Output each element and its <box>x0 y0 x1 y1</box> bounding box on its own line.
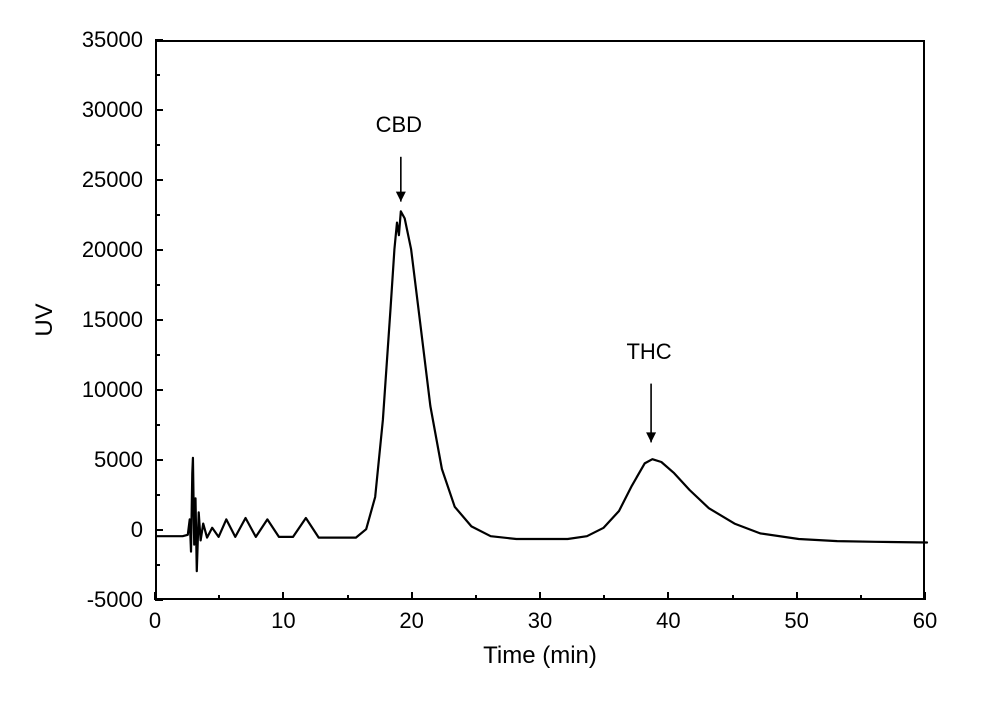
y-tick-label: 0 <box>131 517 143 543</box>
x-minor-tick <box>860 595 862 600</box>
y-minor-tick <box>155 494 160 496</box>
x-major-tick <box>411 592 413 600</box>
x-tick-label: 0 <box>149 608 161 634</box>
x-minor-tick <box>347 595 349 600</box>
y-major-tick <box>155 179 163 181</box>
y-major-tick <box>155 319 163 321</box>
x-major-tick <box>667 592 669 600</box>
y-tick-label: 15000 <box>82 307 143 333</box>
y-major-tick <box>155 459 163 461</box>
x-minor-tick <box>475 595 477 600</box>
y-tick-label: -5000 <box>87 587 143 613</box>
x-major-tick <box>924 592 926 600</box>
x-minor-tick <box>603 595 605 600</box>
y-major-tick <box>155 389 163 391</box>
x-minor-tick <box>218 595 220 600</box>
y-tick-label: 35000 <box>82 27 143 53</box>
x-major-tick <box>282 592 284 600</box>
x-tick-label: 50 <box>784 608 808 634</box>
y-minor-tick <box>155 284 160 286</box>
y-major-tick <box>155 599 163 601</box>
x-minor-tick <box>732 595 734 600</box>
y-minor-tick <box>155 424 160 426</box>
chromatogram-figure: UV Time (min) 0102030405060-500005000100… <box>0 0 1000 725</box>
y-minor-tick <box>155 144 160 146</box>
x-major-tick <box>539 592 541 600</box>
x-tick-label: 30 <box>528 608 552 634</box>
y-tick-label: 20000 <box>82 237 143 263</box>
y-major-tick <box>155 249 163 251</box>
x-tick-label: 40 <box>656 608 680 634</box>
y-axis-label: UV <box>31 303 59 336</box>
y-major-tick <box>155 529 163 531</box>
y-major-tick <box>155 109 163 111</box>
x-tick-label: 10 <box>271 608 295 634</box>
peak-label: THC <box>626 339 671 365</box>
x-tick-label: 60 <box>913 608 937 634</box>
x-axis-label: Time (min) <box>483 642 597 670</box>
y-tick-label: 25000 <box>82 167 143 193</box>
plot-area <box>155 40 925 600</box>
y-minor-tick <box>155 74 160 76</box>
annotation-layer <box>157 42 927 602</box>
y-tick-label: 30000 <box>82 97 143 123</box>
y-minor-tick <box>155 564 160 566</box>
x-tick-label: 20 <box>399 608 423 634</box>
y-minor-tick <box>155 354 160 356</box>
y-tick-label: 10000 <box>82 377 143 403</box>
y-minor-tick <box>155 214 160 216</box>
peak-label: CBD <box>376 112 422 138</box>
y-tick-label: 5000 <box>94 447 143 473</box>
x-major-tick <box>796 592 798 600</box>
y-major-tick <box>155 39 163 41</box>
